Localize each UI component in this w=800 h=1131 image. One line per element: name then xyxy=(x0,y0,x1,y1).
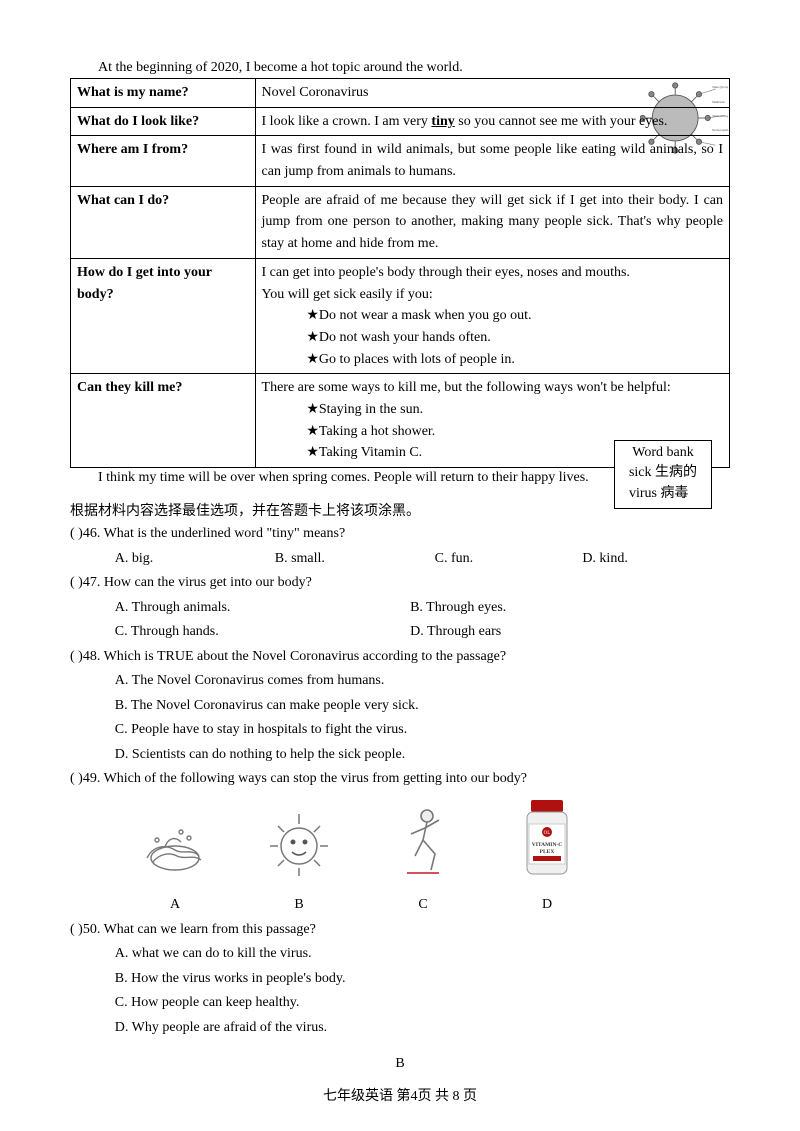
a-body: I can get into people's body through the… xyxy=(255,258,729,373)
q50-b[interactable]: B. How the virus works in people's body. xyxy=(70,967,730,992)
table-row: What do I look like? I look like a crown… xyxy=(71,107,730,136)
running-person-icon xyxy=(393,804,453,878)
word-bank-line: sick 生病的 xyxy=(629,463,697,483)
vitamin-bottle-icon: OL VITAMIN-C PLEX xyxy=(519,798,575,878)
page: At the beginning of 2020, I become a hot… xyxy=(0,0,800,1131)
q-body: How do I get into your body? xyxy=(71,258,256,373)
q50-a[interactable]: A. what we can do to kill the virus. xyxy=(70,942,730,967)
q48: ( )48. Which is TRUE about the Novel Cor… xyxy=(70,645,730,670)
svg-text:PLEX: PLEX xyxy=(540,849,555,855)
table-row: Where am I from? I was first found in wi… xyxy=(71,136,730,186)
q49-letter-d: D xyxy=(502,893,592,918)
washing-hands-icon xyxy=(135,818,215,878)
red-seal xyxy=(407,872,439,874)
q-look: What do I look like? xyxy=(71,107,256,136)
a-name: Novel Coronavirus xyxy=(255,79,729,108)
star-item: ★Go to places with lots of people in. xyxy=(262,349,723,371)
star-item: ★Staying in the sun. xyxy=(262,399,723,421)
svg-text:VITAMIN-C: VITAMIN-C xyxy=(532,842,562,848)
sun-icon xyxy=(262,810,336,878)
table-row: How do I get into your body? I can get i… xyxy=(71,258,730,373)
q49-letter-c: C xyxy=(378,893,468,918)
q50: ( )50. What can we learn from this passa… xyxy=(70,918,730,943)
star-item: ★Do not wear a mask when you go out. xyxy=(262,305,723,327)
a-body-lead: I can get into people's body through the… xyxy=(262,262,723,284)
word-tiny: tiny xyxy=(431,114,454,129)
q49: ( )49. Which of the following ways can s… xyxy=(70,767,730,792)
q48-c[interactable]: C. People have to stay in hospitals to f… xyxy=(70,718,730,743)
q47-d[interactable]: D. Through ears xyxy=(410,620,730,645)
q46-c[interactable]: C. fun. xyxy=(435,547,583,572)
q49-opt-c[interactable]: C xyxy=(378,804,468,918)
a-look-pre: I look like a crown. I am very xyxy=(262,114,432,129)
q46-a[interactable]: A. big. xyxy=(115,547,275,572)
q-name: What is my name? xyxy=(71,79,256,108)
q46-b[interactable]: B. small. xyxy=(275,547,435,572)
q50-c[interactable]: C. How people can keep healthy. xyxy=(70,991,730,1016)
q47-b[interactable]: B. Through eyes. xyxy=(410,596,730,621)
a-from: I was first found in wild animals, but s… xyxy=(255,136,729,186)
q49-letter-a: A xyxy=(130,893,220,918)
a-body-sub: You will get sick easily if you: xyxy=(262,284,723,306)
a-kill-lead: There are some ways to kill me, but the … xyxy=(262,377,723,399)
q49-opt-d[interactable]: OL VITAMIN-C PLEX D xyxy=(502,798,592,918)
q48-d[interactable]: D. Scientists can do nothing to help the… xyxy=(70,743,730,768)
a-look: I look like a crown. I am very tiny so y… xyxy=(255,107,729,136)
info-table: What is my name? Novel Coronavirus What … xyxy=(70,78,730,468)
q48-a[interactable]: A. The Novel Coronavirus comes from huma… xyxy=(70,669,730,694)
section-b-heading: B xyxy=(70,1052,730,1077)
q46-d[interactable]: D. kind. xyxy=(582,547,628,572)
svg-text:OL: OL xyxy=(544,831,551,836)
table-row: What can I do? People are afraid of me b… xyxy=(71,186,730,258)
q46: ( )46. What is the underlined word "tiny… xyxy=(70,522,730,547)
questions: ( )46. What is the underlined word "tiny… xyxy=(70,522,730,1077)
q49-letter-b: B xyxy=(254,893,344,918)
q49-opt-a[interactable]: A xyxy=(130,818,220,918)
a-look-post: so you cannot see me with your eyes. xyxy=(455,114,668,129)
q49-image-options: A B xyxy=(130,798,730,918)
q50-d[interactable]: D. Why people are afraid of the virus. xyxy=(70,1016,730,1041)
intro-text: At the beginning of 2020, I become a hot… xyxy=(70,60,730,76)
q49-opt-b[interactable]: B xyxy=(254,810,344,918)
q-kill: Can they kill me? xyxy=(71,374,256,468)
table-row: What is my name? Novel Coronavirus xyxy=(71,79,730,108)
q48-b[interactable]: B. The Novel Coronavirus can make people… xyxy=(70,694,730,719)
q-do: What can I do? xyxy=(71,186,256,258)
word-bank-box: Word bank sick 生病的 virus 病毒 xyxy=(614,440,712,509)
q-from: Where am I from? xyxy=(71,136,256,186)
word-bank-title: Word bank xyxy=(629,443,697,463)
q47: ( )47. How can the virus get into our bo… xyxy=(70,571,730,596)
page-footer: 七年级英语 第4页 共 8 页 xyxy=(0,1085,800,1105)
a-do: People are afraid of me because they wil… xyxy=(255,186,729,258)
q47-a[interactable]: A. Through animals. xyxy=(115,596,410,621)
q47-c[interactable]: C. Through hands. xyxy=(115,620,410,645)
word-bank-line: virus 病毒 xyxy=(629,484,697,504)
star-item: ★Do not wash your hands often. xyxy=(262,327,723,349)
